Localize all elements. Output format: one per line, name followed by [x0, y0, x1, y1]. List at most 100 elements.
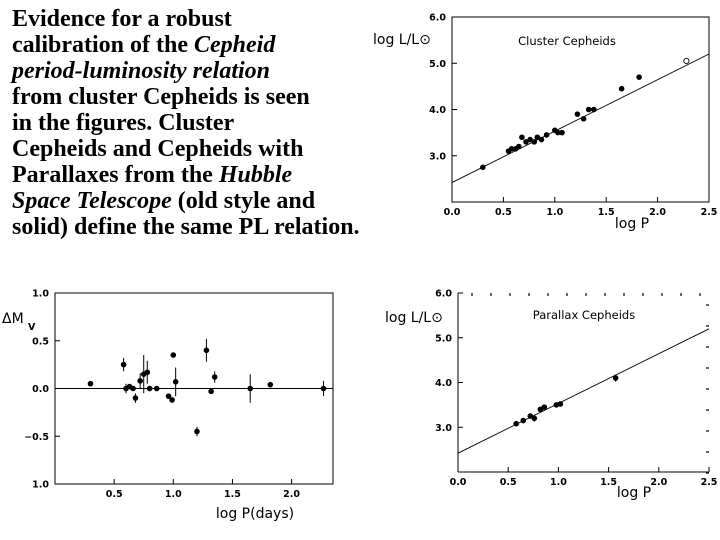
cluster-data-point [580, 115, 587, 122]
parallax-data-point [513, 420, 520, 427]
cluster-xlabel: log P [615, 216, 649, 232]
cluster-xtick-label: 2.0 [649, 207, 666, 218]
residual-data-point [130, 385, 136, 392]
residual-data-point [169, 397, 175, 403]
description-text: Evidence for a robust calibration of the… [12, 6, 412, 240]
residual-ytick-label: 1.0 [32, 289, 49, 300]
residual-data-point [194, 428, 200, 435]
cluster-xtick-label: 0.5 [495, 207, 512, 218]
parallax-xtick-label: 2.0 [650, 477, 667, 488]
cluster-data-point [534, 134, 541, 141]
residual-data-point [144, 369, 151, 376]
cluster-data-point [519, 134, 525, 141]
text-line-8: Space Telescope (old style and [12, 188, 412, 214]
cluster-data-point [531, 139, 538, 145]
residual-data-point [137, 378, 143, 384]
text-line-3: period-luminosity relation [12, 58, 271, 84]
cluster-xtick-label: 0.0 [444, 207, 461, 218]
cluster-data-point [508, 146, 515, 152]
residual-data-point [170, 352, 177, 358]
parallax-data-point [612, 375, 619, 381]
parallax-fit-line [457, 328, 710, 454]
text-line-2: calibration of the Cepheid [12, 32, 412, 58]
parallax-ytick-label: 5.0 [435, 333, 452, 344]
text-line-5: in the figures. Cluster [12, 110, 235, 136]
residual-data-point [320, 385, 327, 392]
cluster-data-point [585, 106, 592, 113]
residual-data-point [132, 395, 139, 401]
cluster-data-point [574, 111, 581, 117]
parallax-xtick-label: 1.5 [600, 477, 617, 488]
residual-data-point [211, 374, 218, 380]
residual-ylabel: ΔM [2, 311, 24, 327]
parallax-xtick-label: 1.0 [550, 477, 567, 488]
text-line-8b: (old style and [171, 188, 316, 214]
parallax-xtick-label: 2.5 [701, 477, 718, 488]
cluster-ytick-label: 6.0 [429, 13, 446, 24]
parallax-title: Parallax Cepheids [533, 308, 635, 322]
residual-data-point [172, 379, 179, 385]
residual-ytick-label: 1.0 [32, 480, 49, 491]
cluster-xtick-label: 1.0 [546, 207, 563, 218]
residual-xtick-label: 1.5 [224, 489, 241, 500]
residual-ytick-label: −0.5 [24, 432, 49, 443]
cluster-data-point [523, 139, 529, 145]
cluster-ytick-label: 4.0 [429, 105, 446, 116]
cluster-data-point [591, 106, 597, 113]
cluster-data-point [480, 164, 486, 171]
residual-data-point [153, 385, 160, 392]
residual-data-point [203, 347, 210, 354]
text-line-4: from cluster Cepheids is seen [12, 84, 310, 110]
cluster-data-point [559, 129, 565, 136]
residual-xtick-label: 1.0 [165, 489, 182, 500]
parallax-xtick-label: 0.5 [500, 477, 517, 488]
parallax-ytick-label: 3.0 [435, 423, 452, 434]
residual-data-point [165, 393, 172, 399]
residual-data-point [247, 385, 253, 392]
text-line-7: Parallaxes from the Hubble [12, 162, 412, 188]
text-line-2b: Cepheid [193, 32, 276, 58]
cluster-ytick-label: 5.0 [429, 59, 446, 70]
residual-ylabel-sub: V [28, 322, 36, 333]
parallax-ytick-label: 4.0 [435, 378, 452, 389]
text-line-1: Evidence for a robust [12, 6, 232, 32]
cluster-data-point [516, 143, 522, 150]
cluster-data-point [555, 129, 561, 136]
cluster-title: Cluster Cepheids [518, 34, 616, 48]
cluster-xtick-label: 2.5 [701, 207, 718, 218]
text-line-2a: calibration of the [12, 32, 194, 58]
residual-data-point [87, 380, 94, 387]
residual-ytick-label: 0.5 [32, 336, 49, 347]
parallax-data-point [531, 415, 538, 422]
text-line-8a: Space Telescope [12, 188, 172, 214]
cluster-fit-line [451, 53, 710, 183]
cluster-xtick-label: 1.5 [598, 207, 615, 218]
cluster-ytick-label: 3.0 [429, 151, 446, 162]
text-line-6: Cepheids and Cepheids with [12, 136, 304, 162]
residual-data-point [267, 381, 274, 388]
parallax-xtick-label: 0.0 [450, 477, 467, 488]
parallax-data-point [541, 404, 548, 410]
residual-data-point [208, 388, 214, 395]
cluster-data-point [618, 85, 625, 92]
text-line-7a: Parallaxes from the [12, 162, 219, 188]
text-line-7b: Hubble [218, 162, 293, 188]
residual-data-point [146, 385, 153, 392]
cluster-data-point [636, 74, 642, 80]
cluster-data-point [527, 136, 533, 143]
text-line-9: solid) define the same PL relation. [12, 214, 360, 240]
residual-xtick-label: 0.5 [106, 489, 123, 500]
cluster-data-point [543, 132, 550, 138]
cluster-ylabel: log L/L⊙ [373, 32, 431, 48]
residual-xtick-label: 2.0 [283, 489, 300, 500]
residual-xlabel: log P(days) [216, 506, 294, 522]
parallax-ylabel: log L/L⊙ [385, 310, 443, 326]
parallax-data-point [557, 401, 564, 407]
cluster-data-point-open [683, 57, 690, 64]
parallax-xlabel: log P [617, 485, 651, 501]
parallax-data-point [520, 417, 527, 424]
parallax-ytick-label: 6.0 [435, 289, 452, 300]
cluster-data-point [538, 136, 545, 143]
residual-data-point [120, 361, 127, 368]
